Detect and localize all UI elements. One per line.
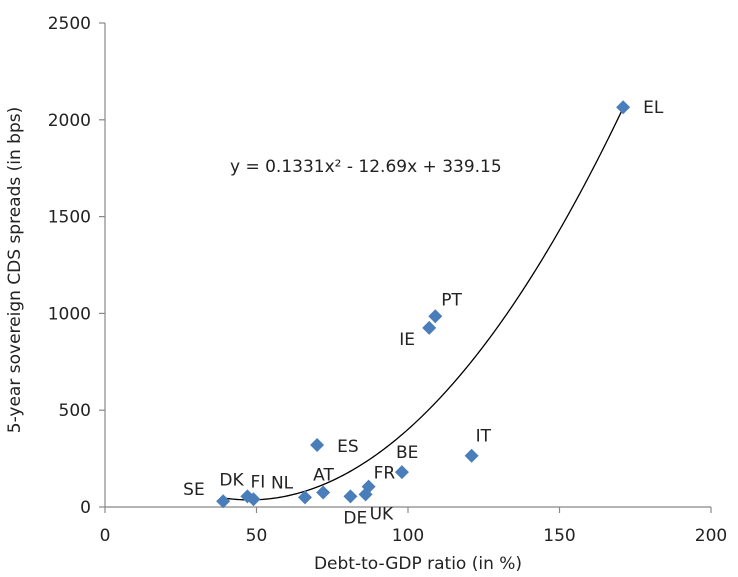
point-label-nl: NL (271, 473, 294, 493)
x-tick-label: 150 (543, 526, 575, 546)
point-label-fi: FI (250, 472, 265, 492)
axes (104, 23, 711, 508)
data-point-el (616, 100, 631, 115)
y-tick-label: 1000 (48, 304, 91, 324)
data-point-pt (428, 309, 443, 324)
data-point-fi (246, 492, 261, 507)
point-label-at: AT (313, 465, 334, 485)
y-tick-label: 500 (59, 401, 91, 421)
point-label-pt: PT (441, 290, 462, 310)
data-point-se (216, 494, 231, 509)
point-label-dk: DK (219, 470, 244, 490)
x-tick-label: 50 (246, 526, 268, 546)
data-point-es (310, 438, 325, 453)
data-point-nl (297, 490, 312, 505)
point-label-es: ES (337, 437, 359, 457)
x-tick-label: 200 (695, 526, 727, 546)
x-tick-label: 0 (100, 526, 111, 546)
point-label-fr: FR (374, 464, 396, 484)
point-label-uk: UK (370, 504, 394, 524)
y-tick-label: 2500 (48, 14, 91, 34)
y-tick-label: 1500 (48, 208, 91, 228)
data-point-de (343, 489, 358, 504)
y-tick-label: 2000 (48, 111, 91, 131)
data-point-at (316, 485, 331, 500)
tick-marks (99, 22, 712, 513)
y-tick-label: 0 (80, 498, 91, 518)
data-point-it (464, 448, 479, 463)
y-axis-title: 5-year sovereign CDS spreads (in bps) (5, 107, 25, 433)
tick-labels: 0 500 1000 1500 2000 2500 0 50 100 150 200 (48, 14, 727, 546)
x-tick-label: 100 (392, 526, 424, 546)
data-points (216, 100, 631, 509)
data-point-fr (361, 479, 376, 494)
data-point-ie (422, 320, 437, 335)
point-label-se: SE (183, 480, 205, 500)
x-axis-title: Debt-to-GDP ratio (in %) (314, 554, 522, 574)
trendline-equation: y = 0.1331x² - 12.69x + 339.15 (230, 157, 502, 177)
point-label-ie: IE (399, 330, 415, 350)
point-label-de: DE (343, 508, 367, 528)
data-point-be (394, 465, 409, 480)
point-label-be: BE (396, 443, 418, 463)
trendline (223, 107, 624, 501)
point-label-el: EL (643, 98, 664, 118)
point-label-it: IT (476, 427, 492, 447)
